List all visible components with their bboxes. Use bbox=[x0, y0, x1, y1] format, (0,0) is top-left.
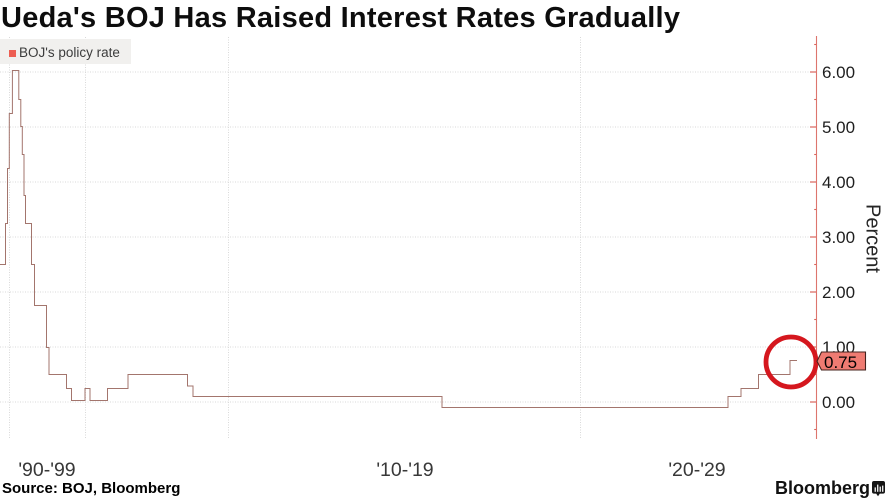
svg-text:5.00: 5.00 bbox=[822, 118, 855, 137]
svg-text:0.00: 0.00 bbox=[822, 393, 855, 412]
svg-text:3.00: 3.00 bbox=[822, 228, 855, 247]
svg-text:'90-'99: '90-'99 bbox=[18, 459, 75, 481]
svg-text:0.75: 0.75 bbox=[824, 353, 857, 372]
svg-text:2.00: 2.00 bbox=[822, 283, 855, 302]
svg-text:Percent: Percent bbox=[862, 204, 884, 273]
svg-text:'10-'19: '10-'19 bbox=[376, 459, 433, 481]
svg-text:4.00: 4.00 bbox=[822, 173, 855, 192]
svg-text:'20-'29: '20-'29 bbox=[668, 459, 725, 481]
svg-text:6.00: 6.00 bbox=[822, 63, 855, 82]
